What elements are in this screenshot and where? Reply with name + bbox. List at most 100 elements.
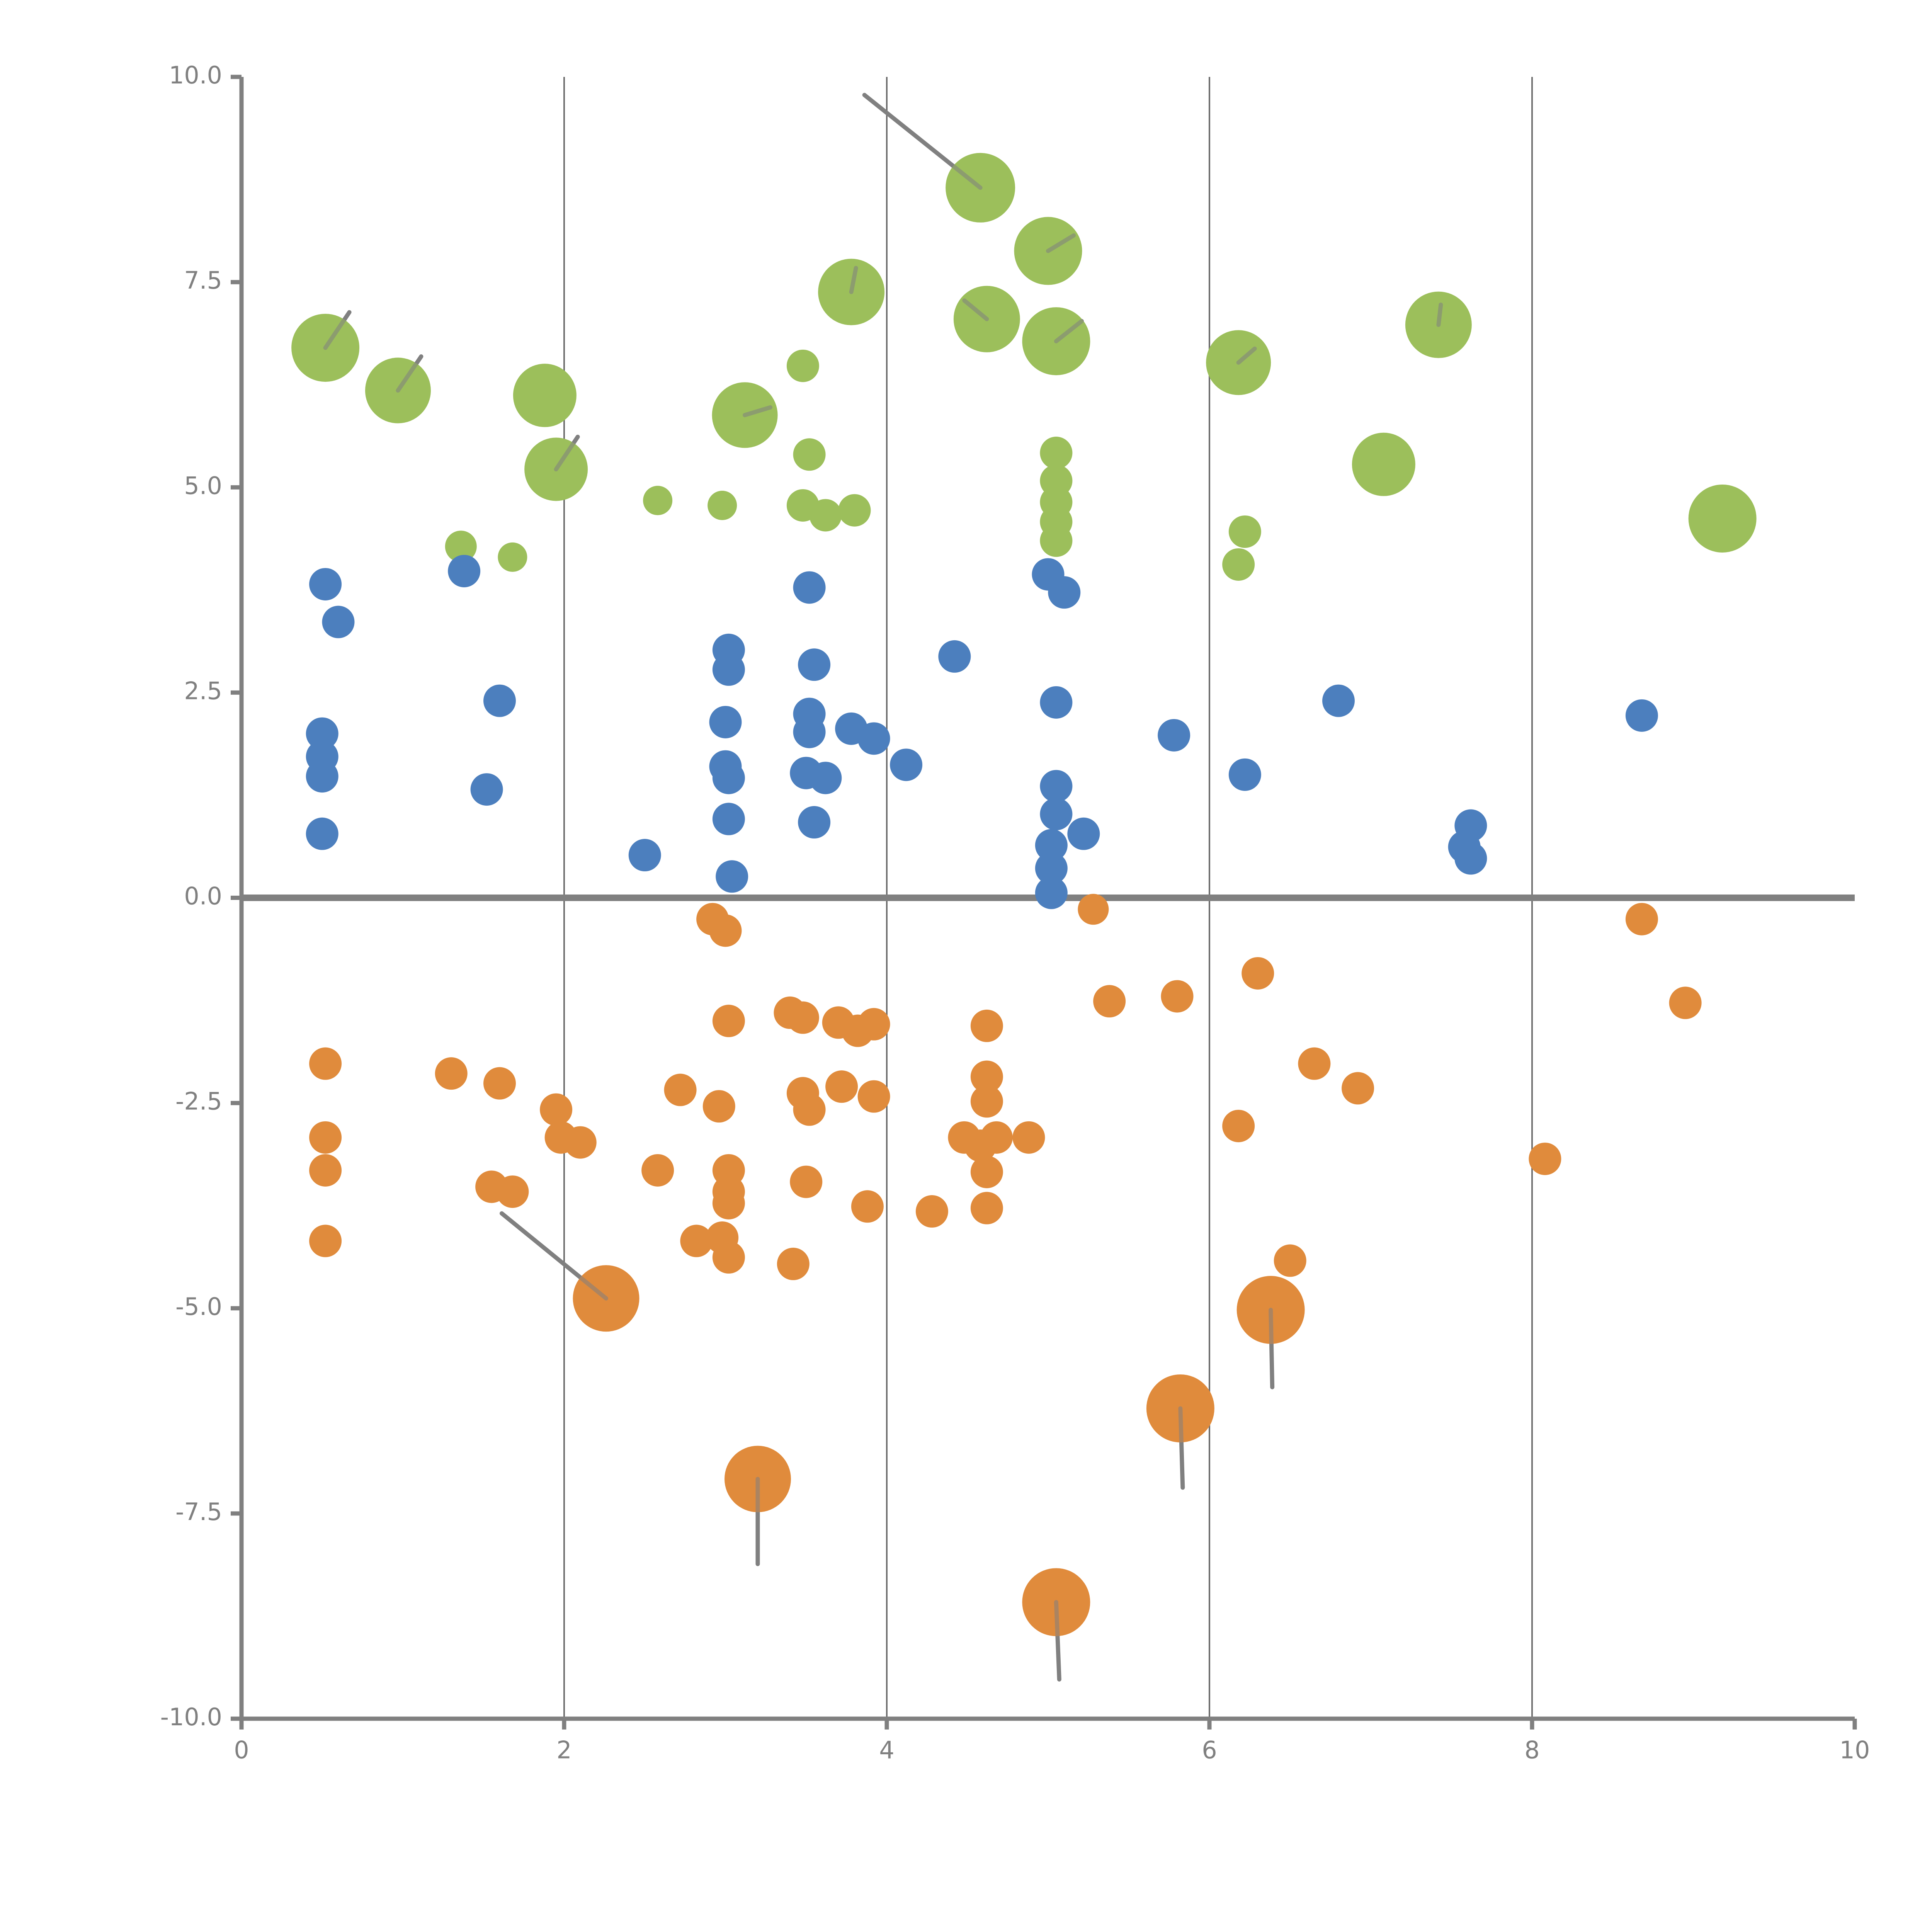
data-point-orange[interactable] (970, 1060, 1003, 1093)
data-point-blue[interactable] (1067, 817, 1100, 850)
data-point-blue[interactable] (1040, 798, 1073, 830)
data-point-orange[interactable] (1669, 986, 1702, 1019)
data-point-blue[interactable] (890, 748, 923, 781)
data-point-orange[interactable] (970, 1085, 1003, 1118)
data-point-orange[interactable] (1012, 1121, 1045, 1154)
data-point-green[interactable] (1352, 432, 1415, 496)
data-point-orange[interactable] (712, 1187, 745, 1219)
data-point-orange[interactable] (309, 1154, 342, 1187)
data-point-blue[interactable] (1040, 770, 1073, 803)
data-point-blue[interactable] (306, 817, 338, 850)
data-point-orange[interactable] (1242, 957, 1274, 990)
data-point-blue[interactable] (483, 684, 516, 717)
data-point-blue[interactable] (938, 640, 971, 673)
data-point-blue[interactable] (798, 806, 831, 839)
data-point-blue[interactable] (1040, 686, 1073, 719)
data-point-orange[interactable] (793, 1093, 826, 1126)
data-point-orange[interactable] (309, 1121, 342, 1154)
data-point-orange[interactable] (790, 1165, 823, 1198)
data-point-blue[interactable] (709, 706, 742, 738)
data-point-orange[interactable] (1625, 903, 1658, 935)
data-point-blue[interactable] (712, 803, 745, 835)
data-point-orange[interactable] (970, 1156, 1003, 1189)
y-tick-label-5: -2.5 (175, 1087, 222, 1116)
data-point-orange[interactable] (1274, 1244, 1306, 1277)
data-point-orange[interactable] (851, 1190, 884, 1223)
data-point-orange[interactable] (915, 1195, 948, 1228)
data-point-green[interactable] (793, 438, 826, 471)
data-point-blue[interactable] (1158, 719, 1190, 752)
data-point-orange[interactable] (1222, 1110, 1255, 1143)
data-point-blue[interactable] (716, 860, 748, 893)
data-point-orange[interactable] (309, 1047, 342, 1080)
data-point-blue[interactable] (1625, 699, 1658, 732)
data-point-green[interactable] (1222, 548, 1255, 581)
data-points-layer[interactable] (291, 153, 1757, 1638)
data-point-blue[interactable] (470, 773, 503, 806)
data-point-orange[interactable] (1161, 980, 1194, 1013)
data-point-blue[interactable] (306, 760, 338, 793)
data-point-orange[interactable] (483, 1067, 516, 1100)
data-point-orange[interactable] (825, 1070, 858, 1103)
data-point-blue[interactable] (712, 653, 745, 686)
data-point-blue[interactable] (712, 762, 745, 794)
data-point-green[interactable] (838, 494, 871, 527)
data-point-blue[interactable] (793, 716, 826, 748)
data-point-orange[interactable] (970, 1192, 1003, 1225)
data-point-blue[interactable] (809, 762, 842, 794)
data-point-green[interactable] (786, 349, 819, 382)
data-point-orange[interactable] (786, 1001, 819, 1034)
data-point-green[interactable] (1688, 484, 1757, 553)
data-point-orange[interactable] (564, 1126, 597, 1159)
data-point-blue[interactable] (1035, 876, 1068, 909)
data-point-green[interactable] (1228, 515, 1261, 548)
data-point-green[interactable] (809, 499, 842, 532)
data-point-blue[interactable] (1322, 684, 1355, 717)
data-point-orange[interactable] (309, 1225, 342, 1257)
data-point-green[interactable] (1040, 524, 1073, 557)
data-point-blue[interactable] (1228, 758, 1261, 791)
data-point-orange[interactable] (712, 1005, 745, 1037)
data-point-blue[interactable] (309, 568, 342, 600)
y-tick-label-1: 7.5 (184, 266, 222, 294)
data-point-orange[interactable] (1529, 1143, 1561, 1175)
data-point-blue[interactable] (1048, 576, 1081, 609)
data-point-orange[interactable] (980, 1121, 1013, 1154)
data-point-orange[interactable] (540, 1093, 573, 1126)
data-point-blue[interactable] (857, 722, 890, 755)
data-point-blue[interactable] (1035, 829, 1068, 862)
data-point-green[interactable] (707, 490, 737, 520)
data-point-blue[interactable] (322, 605, 355, 638)
data-point-orange[interactable] (641, 1154, 674, 1187)
data-point-green[interactable] (445, 531, 477, 563)
data-point-orange[interactable] (709, 914, 742, 947)
data-point-orange[interactable] (857, 1080, 890, 1113)
data-point-orange[interactable] (712, 1241, 745, 1274)
y-tick-label-7: -7.5 (175, 1498, 222, 1526)
data-point-orange[interactable] (857, 1008, 890, 1041)
data-point-orange[interactable] (1342, 1072, 1374, 1105)
data-point-blue[interactable] (628, 839, 661, 872)
data-point-orange[interactable] (948, 1121, 981, 1154)
data-point-blue[interactable] (798, 648, 831, 681)
data-point-orange[interactable] (1078, 894, 1109, 925)
data-point-orange[interactable] (435, 1057, 468, 1090)
data-point-blue[interactable] (793, 571, 826, 604)
data-point-blue[interactable] (1035, 852, 1068, 885)
data-point-blue[interactable] (1454, 842, 1487, 875)
data-point-green[interactable] (498, 542, 527, 572)
data-point-green[interactable] (643, 486, 673, 515)
data-point-orange[interactable] (496, 1175, 529, 1208)
data-point-blue[interactable] (306, 717, 338, 750)
data-point-orange[interactable] (702, 1090, 735, 1123)
data-point-orange[interactable] (664, 1073, 697, 1106)
data-point-green[interactable] (513, 364, 577, 427)
data-point-orange[interactable] (777, 1248, 810, 1281)
data-point-blue[interactable] (448, 554, 481, 587)
data-point-orange[interactable] (1298, 1047, 1331, 1080)
data-point-orange[interactable] (1093, 985, 1126, 1018)
data-point-orange[interactable] (970, 1009, 1003, 1042)
data-point-green[interactable] (1040, 437, 1073, 469)
data-point-orange[interactable] (680, 1225, 713, 1257)
